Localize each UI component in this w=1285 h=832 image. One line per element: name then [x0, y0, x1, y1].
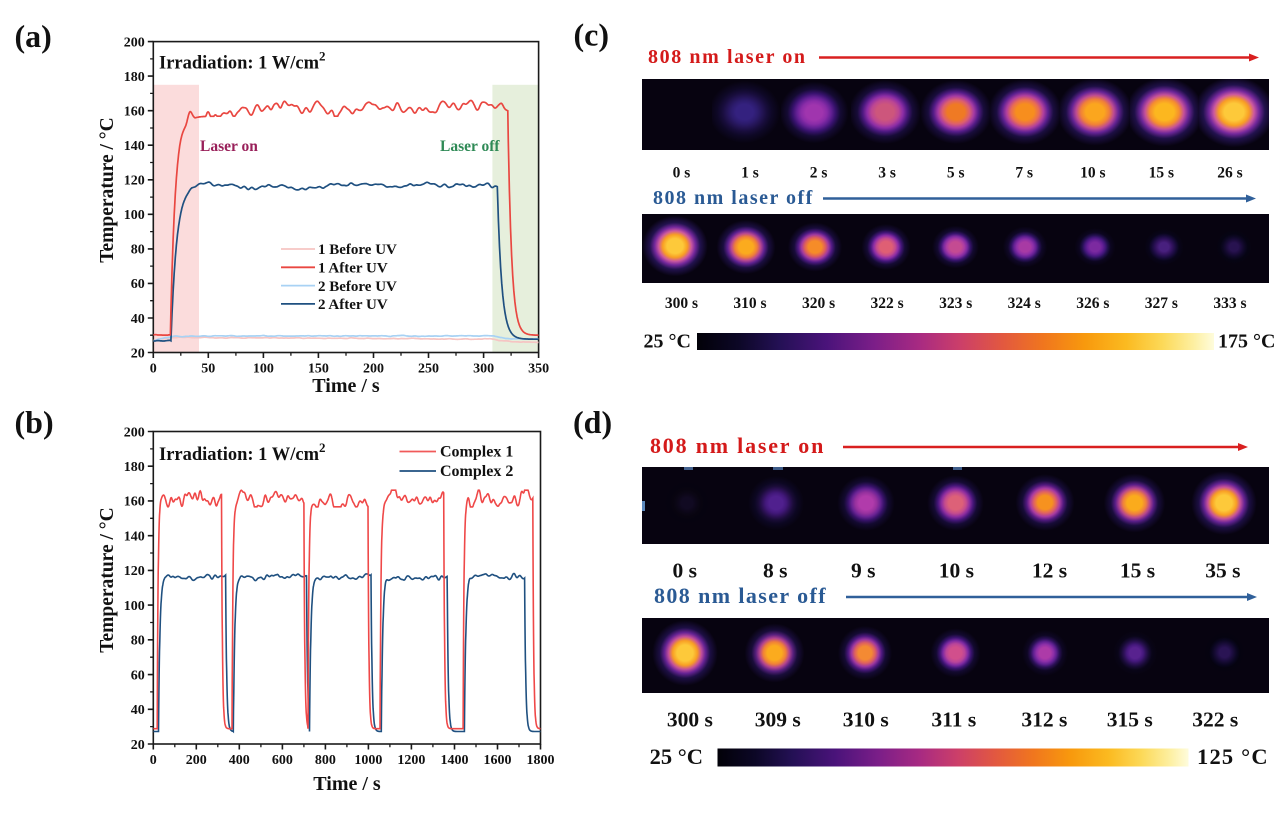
svg-text:10 s: 10 s [1080, 165, 1105, 182]
svg-text:180: 180 [124, 460, 145, 475]
svg-text:(c): (c) [574, 17, 610, 53]
svg-text:7 s: 7 s [1015, 165, 1033, 182]
svg-text:Time / s: Time / s [313, 773, 381, 795]
svg-text:80: 80 [131, 243, 145, 258]
svg-text:60: 60 [131, 668, 145, 683]
svg-text:1 s: 1 s [741, 165, 759, 182]
svg-text:60: 60 [131, 277, 145, 292]
svg-text:808 nm laser off: 808 nm laser off [654, 583, 827, 608]
svg-text:1400: 1400 [441, 753, 469, 768]
svg-text:(d): (d) [573, 404, 612, 440]
svg-text:15 s: 15 s [1149, 165, 1174, 182]
svg-text:323 s: 323 s [939, 295, 972, 312]
svg-text:20: 20 [131, 346, 145, 361]
svg-text:320 s: 320 s [802, 295, 835, 312]
svg-text:2 After UV: 2 After UV [318, 297, 388, 313]
svg-text:800: 800 [315, 753, 336, 768]
svg-text:327 s: 327 s [1145, 295, 1178, 312]
svg-text:50: 50 [201, 362, 215, 377]
svg-text:808 nm laser off: 808 nm laser off [653, 187, 814, 209]
svg-text:26 s: 26 s [1217, 165, 1242, 182]
svg-text:2 Before UV: 2 Before UV [318, 279, 397, 295]
svg-text:180: 180 [124, 70, 145, 85]
svg-text:35 s: 35 s [1205, 559, 1240, 583]
svg-text:8 s: 8 s [763, 559, 788, 583]
svg-text:40: 40 [131, 703, 145, 718]
svg-text:25 °C: 25 °C [644, 331, 691, 353]
svg-text:0: 0 [150, 362, 157, 377]
svg-text:200: 200 [124, 35, 145, 50]
svg-text:200: 200 [124, 425, 145, 440]
svg-text:9 s: 9 s [851, 559, 876, 583]
svg-text:150: 150 [308, 362, 329, 377]
svg-text:160: 160 [124, 105, 145, 120]
svg-text:1200: 1200 [397, 753, 425, 768]
svg-text:1 After UV: 1 After UV [318, 261, 388, 277]
svg-text:200: 200 [186, 753, 207, 768]
svg-text:400: 400 [229, 753, 250, 768]
svg-text:300 s: 300 s [667, 708, 713, 732]
svg-text:40: 40 [131, 312, 145, 327]
svg-text:200: 200 [363, 362, 384, 377]
svg-text:5 s: 5 s [947, 165, 965, 182]
svg-text:100: 100 [124, 208, 145, 223]
svg-text:312 s: 312 s [1021, 708, 1067, 732]
svg-text:15 s: 15 s [1120, 559, 1155, 583]
svg-text:1600: 1600 [484, 753, 512, 768]
svg-text:Temperature / °C: Temperature / °C [97, 507, 118, 652]
svg-text:Complex 2: Complex 2 [440, 463, 513, 480]
svg-text:Laser off: Laser off [440, 138, 500, 155]
svg-text:Laser on: Laser on [200, 138, 258, 155]
svg-text:250: 250 [418, 362, 439, 377]
svg-text:333 s: 333 s [1213, 295, 1246, 312]
svg-text:12 s: 12 s [1032, 559, 1067, 583]
svg-text:310 s: 310 s [733, 295, 766, 312]
svg-text:Time / s: Time / s [312, 375, 380, 397]
svg-text:120: 120 [124, 564, 145, 579]
svg-text:0 s: 0 s [672, 559, 697, 583]
svg-text:10 s: 10 s [939, 559, 974, 583]
svg-text:0: 0 [150, 753, 157, 768]
svg-text:140: 140 [124, 139, 145, 154]
svg-text:20: 20 [131, 738, 145, 753]
svg-text:140: 140 [124, 530, 145, 545]
svg-text:Temperature / °C: Temperature / °C [97, 117, 118, 262]
svg-text:3 s: 3 s [878, 165, 896, 182]
svg-text:80: 80 [131, 634, 145, 649]
svg-text:120: 120 [124, 174, 145, 189]
svg-text:25 °C: 25 °C [650, 744, 703, 769]
svg-text:310 s: 310 s [843, 708, 889, 732]
svg-text:1 Before UV: 1 Before UV [318, 242, 397, 258]
svg-text:808 nm laser on: 808 nm laser on [648, 46, 807, 68]
svg-text:600: 600 [272, 753, 293, 768]
svg-text:125 °C: 125 °C [1197, 744, 1269, 769]
svg-text:322 s: 322 s [1192, 708, 1238, 732]
svg-text:315 s: 315 s [1107, 708, 1153, 732]
svg-text:300: 300 [473, 362, 494, 377]
svg-text:808 nm laser on: 808 nm laser on [650, 433, 825, 458]
svg-text:309 s: 309 s [755, 708, 801, 732]
svg-text:326 s: 326 s [1076, 295, 1109, 312]
svg-text:Irradiation: 1 W/cm2: Irradiation: 1 W/cm2 [159, 440, 325, 465]
svg-text:Irradiation: 1 W/cm2: Irradiation: 1 W/cm2 [159, 49, 325, 74]
svg-text:324 s: 324 s [1008, 295, 1041, 312]
svg-text:175 °C: 175 °C [1218, 331, 1275, 353]
svg-text:311 s: 311 s [931, 708, 976, 732]
svg-text:1000: 1000 [354, 753, 382, 768]
svg-text:350: 350 [528, 362, 549, 377]
svg-text:100: 100 [124, 599, 145, 614]
svg-text:(a): (a) [15, 18, 52, 54]
svg-text:300 s: 300 s [665, 295, 698, 312]
svg-text:160: 160 [124, 495, 145, 510]
svg-text:100: 100 [253, 362, 274, 377]
svg-text:Complex 1: Complex 1 [440, 444, 513, 461]
svg-text:2 s: 2 s [810, 165, 828, 182]
svg-text:0 s: 0 s [673, 165, 691, 182]
svg-text:(b): (b) [15, 404, 54, 440]
svg-text:1800: 1800 [527, 753, 555, 768]
svg-text:322 s: 322 s [871, 295, 904, 312]
